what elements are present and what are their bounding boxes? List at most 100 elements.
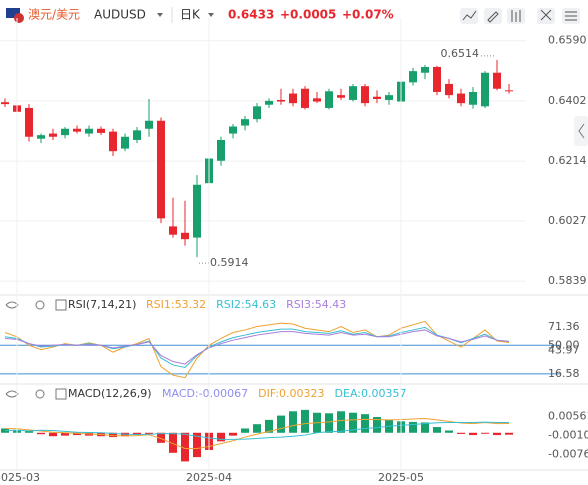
macd-bar — [373, 417, 381, 433]
macd-bar — [253, 424, 261, 433]
dropdown[interactable] — [208, 13, 214, 17]
macd-bar — [349, 412, 357, 433]
macd-bar — [481, 432, 489, 434]
macd-bar — [325, 413, 333, 433]
tool-icon[interactable] — [540, 9, 552, 21]
legend-entry: DEA:0.00357 — [335, 387, 407, 400]
macd-bar — [49, 432, 57, 437]
change-pct: +0.07% — [342, 8, 394, 22]
y-tick-label: 43.97 — [548, 343, 580, 356]
candle-body — [421, 66, 429, 73]
macd-bar — [217, 432, 225, 442]
symbol: AUDUSD — [94, 8, 146, 22]
macd-bar — [193, 432, 201, 458]
macd-bar — [505, 432, 513, 435]
collapse-icon[interactable] — [578, 123, 585, 139]
candle-body — [61, 128, 69, 136]
y-tick-label: -0.00100 — [548, 429, 588, 442]
candle-body — [457, 93, 465, 104]
candle-body — [325, 91, 333, 108]
legend-entry: RSI2:54.63 — [216, 298, 276, 311]
legend-entry: RSI1:53.32 — [146, 298, 206, 311]
candle-body — [265, 100, 273, 105]
candle-body — [217, 139, 225, 161]
rsi-line — [4, 326, 510, 369]
y-tick-label: -0.00761 — [548, 448, 588, 461]
candle-body — [481, 72, 489, 107]
checkbox[interactable] — [55, 299, 67, 311]
macd-bar — [109, 432, 117, 438]
macd-bar — [1, 428, 9, 433]
candle-body — [337, 95, 345, 98]
candle-body — [433, 66, 441, 92]
candle-body — [505, 90, 513, 92]
tool-icon[interactable] — [462, 10, 477, 21]
tool-button[interactable] — [484, 8, 502, 24]
macd-bar — [289, 411, 297, 433]
legend-entry: MACD:-0.00067 — [162, 387, 248, 400]
rsi-icons[interactable] — [5, 299, 67, 311]
legend-entry: DIF:0.00323 — [258, 387, 324, 400]
macd-line — [4, 421, 510, 440]
candle-body — [445, 83, 453, 96]
candle-body — [229, 126, 237, 134]
y-tick-label: 0.6027 — [548, 214, 587, 227]
candle-body — [277, 99, 285, 102]
candle-body — [1, 102, 9, 105]
candle-body — [37, 135, 45, 139]
header: 澳元/美元 AUDUSD 日K 0.6433 +0.0005 +0.07% — [6, 7, 580, 24]
macd-bar — [469, 432, 477, 436]
macd-bar — [229, 432, 237, 436]
x-tick-label: 2025-04 — [186, 471, 232, 484]
macd-bar — [157, 432, 165, 443]
macd-bar — [433, 427, 441, 433]
candle-body — [493, 72, 501, 89]
candle-body — [253, 106, 261, 120]
candle-body — [73, 128, 81, 132]
y-tick-label: 0.5839 — [548, 274, 587, 287]
price: 0.6433 — [228, 8, 274, 22]
y-tick-label: 0.00561 — [548, 410, 588, 423]
tool-icon[interactable] — [487, 11, 499, 23]
gear-icon[interactable] — [35, 300, 45, 310]
y-tick-label: 50.00 — [548, 338, 580, 351]
tool-icon[interactable] — [565, 11, 577, 21]
period[interactable]: 日K — [180, 8, 201, 22]
candle-body — [409, 71, 417, 83]
y-tick-label: 0.6402 — [548, 94, 587, 107]
candle-body — [349, 86, 357, 100]
macd-bar — [493, 432, 501, 436]
indicator-title: MACD(12,26,9) — [68, 387, 152, 400]
y-tick-label: 0.6214 — [548, 154, 587, 167]
macd-bar — [457, 432, 465, 434]
macd-icons[interactable] — [5, 388, 67, 400]
checkbox[interactable] — [55, 388, 67, 400]
eye-icon[interactable] — [5, 301, 19, 309]
candle-body — [385, 95, 393, 100]
candle-body — [121, 136, 129, 149]
macd-bar — [169, 432, 177, 453]
macd-bar — [25, 430, 33, 433]
macd-bar — [409, 421, 417, 433]
macd-bar — [277, 415, 285, 433]
candle-body — [193, 184, 201, 238]
candle-body — [301, 88, 309, 108]
tool-button[interactable] — [537, 8, 555, 24]
candle-body — [145, 120, 153, 129]
macd-bar — [301, 409, 309, 433]
dropdown[interactable] — [157, 13, 163, 17]
collapse-button[interactable] — [574, 116, 588, 146]
toolbar[interactable] — [460, 8, 580, 24]
macd-bar — [445, 430, 453, 433]
candle-body — [97, 128, 105, 133]
candle-body — [373, 96, 381, 99]
macd-bar — [61, 432, 69, 436]
pair-name: 澳元/美元 — [28, 8, 80, 22]
y-tick-label: 16.58 — [548, 367, 580, 380]
candle-body — [49, 133, 57, 137]
gear-icon[interactable] — [35, 389, 45, 399]
eye-icon[interactable] — [5, 390, 19, 398]
high-label: 0.6514 — [441, 47, 480, 60]
macd-bar — [181, 432, 189, 462]
tool-icon[interactable] — [511, 10, 521, 22]
